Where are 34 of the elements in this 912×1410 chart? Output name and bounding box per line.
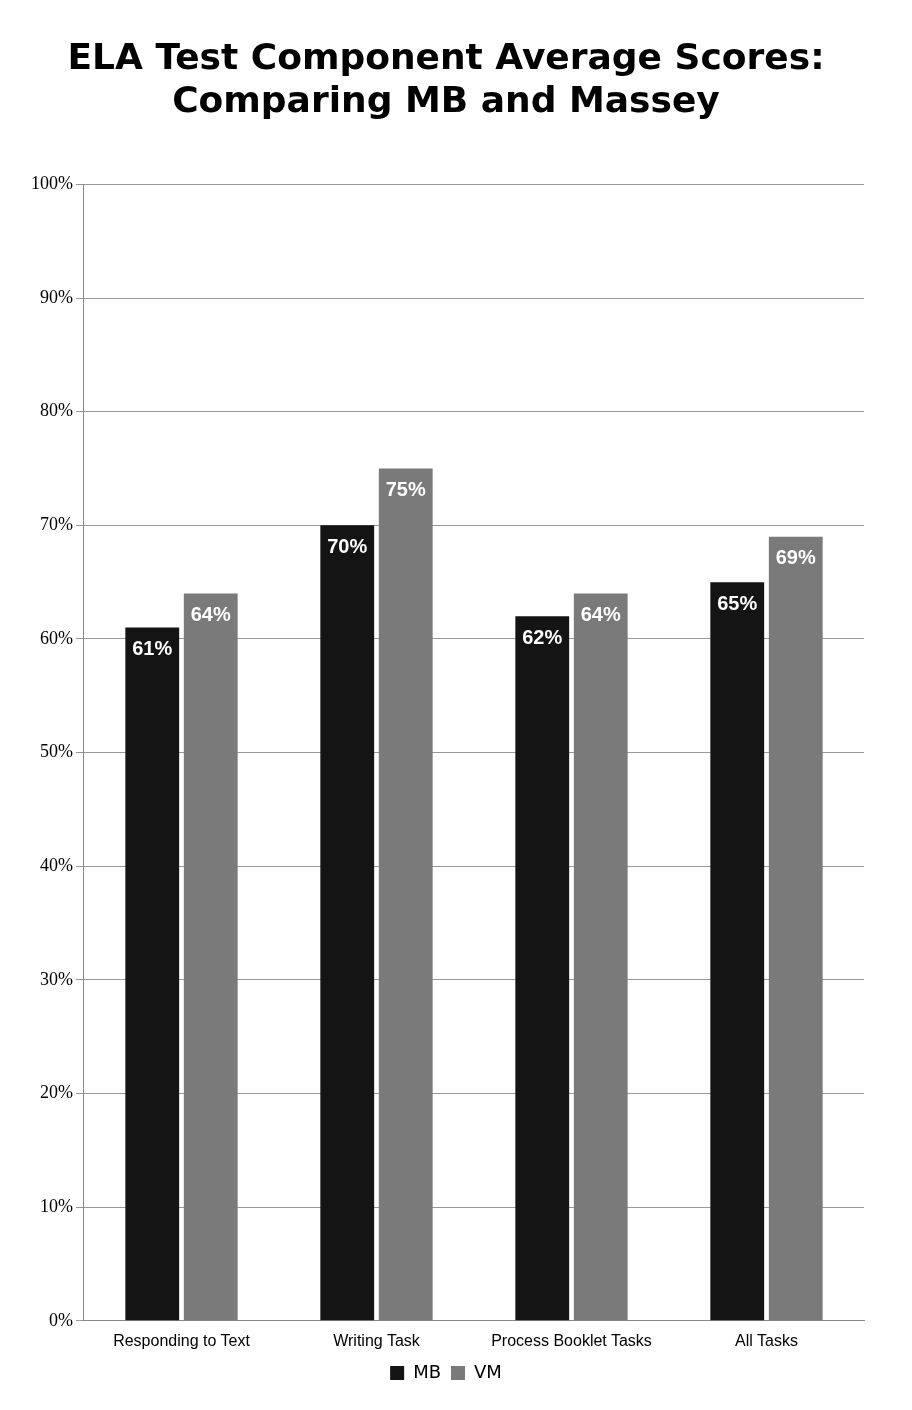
legend-label: VM [474, 1360, 502, 1382]
y-tick-label: 10% [39, 1195, 73, 1216]
data-label: 64% [190, 603, 231, 626]
bar [125, 627, 180, 1321]
data-label: 75% [385, 478, 426, 501]
y-tick-label: 80% [39, 400, 73, 421]
y-tick-label: 70% [39, 514, 73, 535]
bar [378, 468, 433, 1321]
data-label: 64% [580, 603, 621, 626]
y-tick-label: 0% [48, 1309, 73, 1330]
bar [320, 525, 375, 1321]
y-tick-label: 100% [30, 173, 73, 194]
y-tick-label: 50% [39, 741, 73, 762]
y-tick-label: 40% [39, 854, 73, 875]
x-tick-label: All Tasks [735, 1331, 798, 1349]
y-tick-label: 20% [39, 1082, 73, 1103]
data-label: 61% [132, 637, 173, 660]
bar [573, 593, 628, 1321]
legend-label: MB [413, 1360, 442, 1382]
bar [183, 593, 238, 1321]
data-label: 65% [717, 591, 758, 614]
y-tick-label: 60% [39, 627, 73, 648]
data-label: 70% [327, 534, 368, 557]
data-label: 69% [775, 546, 816, 569]
chart-title: ELA Test Component Average Scores: Comparing MB and Massey [67, 35, 825, 121]
x-tick-label: Writing Task [333, 1331, 421, 1349]
bar [768, 536, 823, 1321]
y-tick-label: 30% [39, 968, 73, 989]
x-tick-label: Process Booklet Tasks [491, 1331, 652, 1349]
bar [710, 582, 765, 1321]
data-label: 62% [522, 625, 563, 648]
bar [515, 616, 570, 1321]
x-tick-label: Responding to Text [113, 1331, 251, 1349]
y-tick-label: 90% [39, 286, 73, 307]
